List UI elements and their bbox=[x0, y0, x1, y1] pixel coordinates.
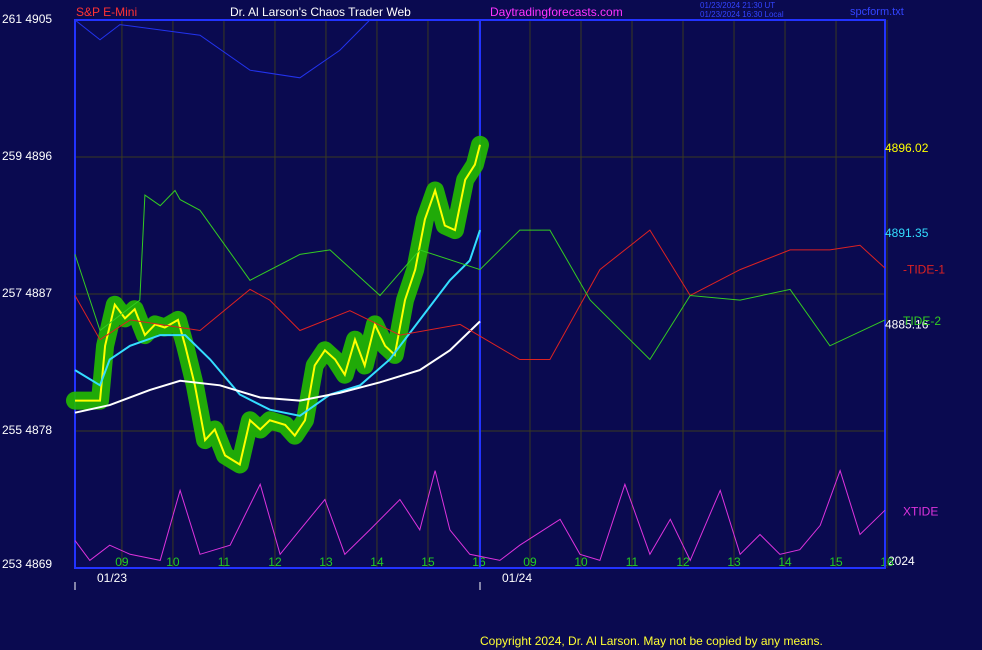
x-tick-label: 11 bbox=[626, 555, 639, 569]
site-title: Dr. Al Larson's Chaos Trader Web bbox=[230, 5, 411, 19]
symbol: S&P E-Mini bbox=[76, 5, 137, 19]
end-value-label: 4896.02 bbox=[885, 141, 929, 155]
series-line bbox=[74, 469, 886, 562]
series-line bbox=[74, 189, 886, 361]
series-line bbox=[74, 19, 371, 79]
x-tick-label: 14 bbox=[778, 555, 792, 569]
x-tick-label: 13 bbox=[727, 555, 741, 569]
date-label: 01/23 bbox=[97, 571, 127, 585]
x-tick-label: 16 bbox=[880, 555, 894, 569]
x-tick-label: 11 bbox=[218, 555, 231, 569]
x-tick-label: 14 bbox=[370, 555, 384, 569]
copyright: Copyright 2024, Dr. Al Larson. May not b… bbox=[480, 634, 823, 648]
end-value-label: 4891.35 bbox=[885, 226, 929, 240]
x-tick-label: 12 bbox=[676, 555, 690, 569]
y-tick-label: 261 4905 bbox=[2, 12, 52, 26]
x-tick-label: 15 bbox=[421, 555, 435, 569]
x-tick-label: 15 bbox=[829, 555, 843, 569]
x-tick-label: 09 bbox=[115, 555, 129, 569]
plot-border bbox=[74, 19, 886, 569]
x-tick-label: 12 bbox=[268, 555, 282, 569]
x-tick-label: 09 bbox=[523, 555, 537, 569]
y-tick-label: 255 4878 bbox=[2, 423, 52, 437]
x-tick-label: 10 bbox=[574, 555, 588, 569]
y-tick-label: 257 4887 bbox=[2, 286, 52, 300]
series-line bbox=[74, 229, 481, 417]
legend-label: -TIDE-1 bbox=[903, 262, 945, 276]
series-line bbox=[74, 320, 481, 414]
series-line bbox=[75, 144, 481, 467]
legend-label: TIDE-2 bbox=[903, 314, 941, 328]
file-name: spcform.txt bbox=[850, 6, 904, 18]
x-tick-label: 13 bbox=[319, 555, 333, 569]
y-tick-label: 253 4869 bbox=[2, 557, 52, 571]
series-line bbox=[74, 229, 886, 360]
time-local: 01/23/2024 16:30 Local bbox=[700, 10, 784, 19]
end-value-label: 4885.16 bbox=[885, 318, 929, 332]
date-label: 01/24 bbox=[502, 571, 532, 585]
time-ut: 01/23/2024 21:30 UT bbox=[700, 1, 775, 10]
y-tick-label: 259 4896 bbox=[2, 149, 52, 163]
site-url: Daytradingforecasts.com bbox=[490, 5, 623, 19]
legend-label: XTIDE bbox=[903, 504, 938, 518]
year: 2024 bbox=[888, 554, 915, 568]
x-tick-label: 10 bbox=[166, 555, 180, 569]
